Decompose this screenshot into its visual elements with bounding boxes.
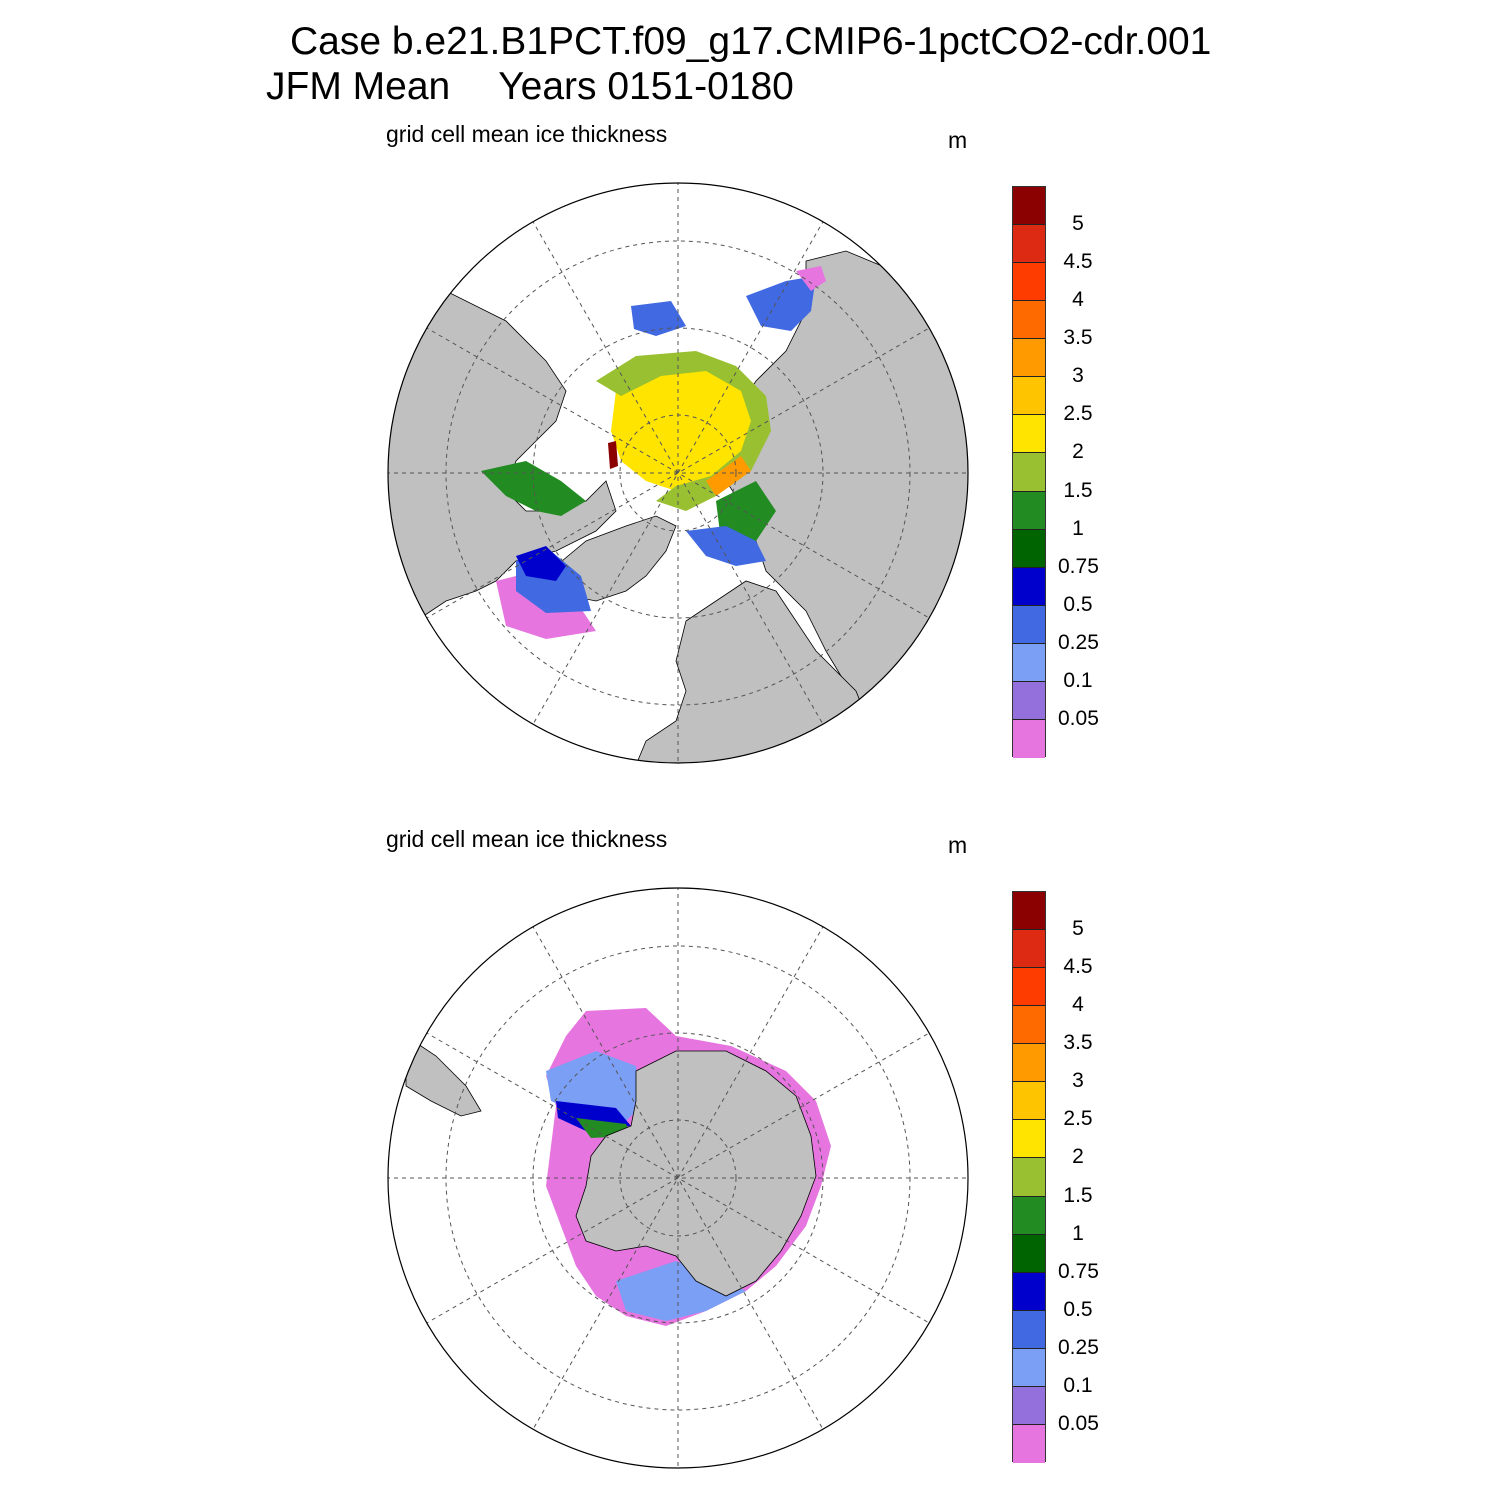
colorbar-swatch [1013, 605, 1045, 644]
colorbar-tick-label: 1.5 [1063, 1183, 1093, 1207]
colorbar-swatch [1013, 719, 1045, 758]
colorbar-swatch [1013, 225, 1045, 264]
colorbar-swatch [1013, 930, 1045, 969]
north-colorbar [1012, 186, 1046, 758]
south-colorbar [1012, 891, 1046, 1463]
colorbar-tick-label: 0.1 [1063, 1373, 1093, 1397]
colorbar-tick-label: 3.5 [1063, 326, 1093, 350]
colorbar-swatch [1013, 1158, 1045, 1197]
colorbar-swatch [1013, 1386, 1045, 1425]
north-variable-label: grid cell mean ice thickness [386, 121, 668, 147]
land-greenland [555, 515, 677, 602]
colorbar-tick-label: 2 [1072, 1145, 1084, 1169]
colorbar-tick-label: 1 [1072, 516, 1084, 540]
colorbar-tick-label: 5 [1072, 917, 1084, 941]
colorbar-swatch [1013, 1348, 1045, 1387]
colorbar-tick-label: 1.5 [1063, 478, 1093, 502]
colorbar-swatch [1013, 339, 1045, 378]
colorbar-tick-label: 0.25 [1058, 630, 1099, 654]
colorbar-swatch [1013, 1310, 1045, 1349]
colorbar-swatch [1013, 1082, 1045, 1121]
antarctic-map [387, 887, 969, 1469]
ice-green-east [716, 481, 776, 541]
colorbar-swatch [1013, 263, 1045, 302]
colorbar-tick-label: 3 [1072, 364, 1084, 388]
ice-green-canada [481, 461, 586, 516]
colorbar-swatch [1013, 681, 1045, 720]
colorbar-tick-label: 0.5 [1063, 592, 1093, 616]
south-units-label: m [948, 832, 968, 858]
season-label: JFM Mean [266, 65, 451, 108]
map-boundary [387, 182, 969, 764]
colorbar-swatch [1013, 968, 1045, 1007]
south-variable-label: grid cell mean ice thickness [386, 826, 668, 852]
land-antarctica [575, 1050, 817, 1297]
colorbar-tick-label: 0.75 [1058, 554, 1099, 578]
period-title: JFM Mean Years 0151-0180 [266, 65, 794, 109]
ice-darkred-spot [608, 441, 618, 469]
colorbar-tick-label: 3.5 [1063, 1031, 1093, 1055]
ice-blue-okhotsk [746, 276, 816, 331]
colorbar-swatch [1013, 301, 1045, 340]
map-boundary [387, 887, 969, 1469]
north-units-label: m [948, 127, 968, 153]
case-title: Case b.e21.B1PCT.f09_g17.CMIP6-1pctCO2-c… [290, 20, 1212, 63]
ice-navy-labrador [516, 546, 566, 581]
colorbar-tick-label: 3 [1072, 1069, 1084, 1093]
colorbar-tick-label: 2.5 [1063, 1107, 1093, 1131]
colorbar-tick-label: 2 [1072, 440, 1084, 464]
colorbar-tick-label: 4 [1072, 993, 1084, 1017]
years-label: Years 0151-0180 [498, 65, 794, 108]
colorbar-swatch [1013, 187, 1045, 226]
colorbar-swatch [1013, 1424, 1045, 1463]
colorbar-swatch [1013, 1006, 1045, 1045]
colorbar-tick-label: 4 [1072, 288, 1084, 312]
colorbar-swatch [1013, 1272, 1045, 1311]
colorbar-tick-label: 4.5 [1063, 250, 1093, 274]
colorbar-swatch [1013, 892, 1045, 931]
colorbar-swatch [1013, 1044, 1045, 1083]
land-south-america [405, 1035, 482, 1117]
colorbar-tick-label: 0.75 [1058, 1259, 1099, 1283]
graticule [388, 888, 968, 1468]
colorbar-tick-label: 2.5 [1063, 402, 1093, 426]
colorbar-tick-label: 0.25 [1058, 1335, 1099, 1359]
colorbar-tick-label: 4.5 [1063, 955, 1093, 979]
graticule [388, 183, 968, 763]
colorbar-tick-label: 5 [1072, 212, 1084, 236]
ice-blue-barents [686, 526, 766, 566]
colorbar-tick-label: 0.05 [1058, 1411, 1099, 1435]
colorbar-swatch [1013, 491, 1045, 530]
colorbar-tick-label: 0.05 [1058, 706, 1099, 730]
colorbar-swatch [1013, 529, 1045, 568]
colorbar-tick-label: 0.5 [1063, 1297, 1093, 1321]
colorbar-swatch [1013, 415, 1045, 454]
colorbar-swatch [1013, 1234, 1045, 1273]
arctic-map [387, 182, 969, 764]
colorbar-swatch [1013, 1196, 1045, 1235]
colorbar-tick-label: 1 [1072, 1221, 1084, 1245]
colorbar-swatch [1013, 377, 1045, 416]
colorbar-tick-label: 0.1 [1063, 668, 1093, 692]
colorbar-swatch [1013, 567, 1045, 606]
colorbar-swatch [1013, 1120, 1045, 1159]
colorbar-swatch [1013, 453, 1045, 492]
colorbar-swatch [1013, 643, 1045, 682]
ice-blue-bering [631, 301, 686, 336]
ice-orange-edge [706, 456, 751, 496]
ice-yellow-central [611, 366, 756, 491]
ice-thin-okhotsk [796, 266, 826, 291]
